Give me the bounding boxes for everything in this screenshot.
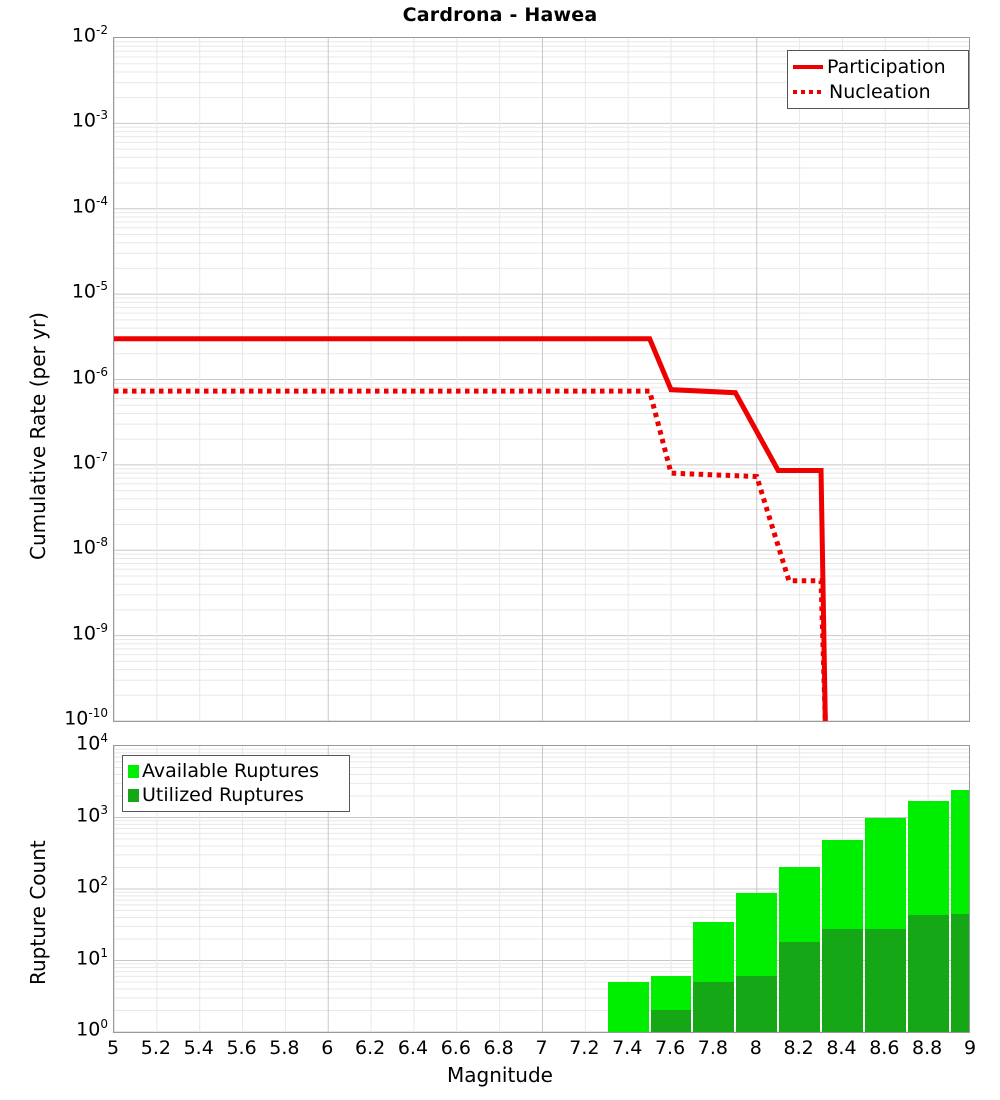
bar-utilized-ruptures	[822, 928, 863, 1032]
x-tick-label: 8.4	[826, 1037, 857, 1059]
y-tick-label: 10-2	[71, 23, 108, 47]
top-panel-y-axis-label: Cumulative Rate (per yr)	[26, 312, 50, 560]
x-tick-label: 7	[535, 1037, 548, 1059]
x-tick-label: 8	[749, 1037, 762, 1059]
y-tick-label: 10-9	[71, 620, 108, 644]
x-tick-label: 7.2	[569, 1037, 600, 1059]
cumulative-rate-curves	[114, 38, 969, 721]
y-tick-label: 102	[76, 874, 108, 898]
y-tick-label: 104	[76, 731, 108, 755]
dotted-line-icon	[793, 89, 823, 94]
legend-label: Available Ruptures	[142, 760, 319, 782]
x-tick-label: 6.4	[397, 1037, 429, 1059]
bar-utilized-ruptures	[907, 915, 949, 1032]
rupture-count-bars	[114, 746, 969, 1032]
top-panel-legend: Participation Nucleation	[787, 50, 969, 109]
x-tick-label: 5.4	[183, 1037, 214, 1059]
x-tick-label: 5.2	[140, 1037, 171, 1059]
x-tick-label: 6.2	[354, 1037, 386, 1059]
y-tick-label: 10-5	[71, 279, 108, 303]
x-tick-label: 7.8	[697, 1037, 728, 1059]
series-nucleation	[114, 388, 828, 721]
y-tick-label: 10-7	[71, 449, 108, 474]
x-tick-label: 5.6	[226, 1037, 257, 1059]
y-tick-label: 103	[76, 802, 108, 826]
legend-label: Participation	[827, 55, 946, 78]
solid-line-icon	[793, 64, 823, 69]
chart-title: Cardrona - Hawea	[402, 4, 598, 26]
x-tick-label: 8.2	[783, 1037, 814, 1059]
bar-utilized-ruptures	[950, 913, 969, 1032]
color-swatch-icon	[128, 788, 139, 802]
x-tick-label: 7.4	[612, 1037, 643, 1059]
x-tick-label: 6.8	[483, 1037, 514, 1059]
y-tick-label: 10-3	[71, 108, 108, 132]
legend-item-participation[interactable]: Participation	[793, 54, 962, 79]
legend-label: Nucleation	[829, 80, 931, 103]
legend-item-nucleation[interactable]: Nucleation	[793, 79, 962, 104]
y-tick-label: 100	[76, 1017, 108, 1041]
y-tick-label: 10-6	[71, 364, 108, 388]
bar-utilized-ruptures	[864, 928, 906, 1032]
x-tick-label: 9	[963, 1037, 977, 1059]
legend-item-available-ruptures[interactable]: Available Ruptures	[128, 759, 343, 783]
bar-available-ruptures	[607, 982, 649, 1032]
x-tick-label: 5	[106, 1037, 120, 1059]
bottom-panel-legend: Available Ruptures Utilized Ruptures	[122, 755, 350, 812]
bar-utilized-ruptures	[693, 982, 735, 1032]
color-swatch-icon	[128, 764, 139, 778]
bar-utilized-ruptures	[736, 976, 778, 1032]
y-tick-label: 10-10	[64, 706, 108, 730]
legend-item-utilized-ruptures[interactable]: Utilized Ruptures	[128, 783, 343, 807]
y-tick-label: 10-8	[71, 535, 108, 559]
y-tick-label: 101	[76, 945, 108, 969]
x-axis-label: Magnitude	[447, 1063, 553, 1087]
y-tick-label: 10-4	[71, 193, 108, 218]
series-participation	[114, 336, 828, 721]
bottom-panel-y-axis-label: Rupture Count	[26, 840, 50, 985]
bar-utilized-ruptures	[650, 1010, 692, 1032]
legend-label: Utilized Ruptures	[142, 784, 304, 806]
x-tick-label: 5.8	[269, 1037, 300, 1059]
cumulative-rate-plot	[113, 37, 970, 722]
x-tick-label: 8.6	[869, 1037, 900, 1059]
x-tick-label: 7.6	[654, 1037, 686, 1059]
bar-utilized-ruptures	[779, 942, 821, 1032]
x-tick-label: 6	[321, 1037, 334, 1059]
x-tick-label: 8.8	[912, 1037, 943, 1059]
x-tick-label: 6.6	[440, 1037, 471, 1059]
